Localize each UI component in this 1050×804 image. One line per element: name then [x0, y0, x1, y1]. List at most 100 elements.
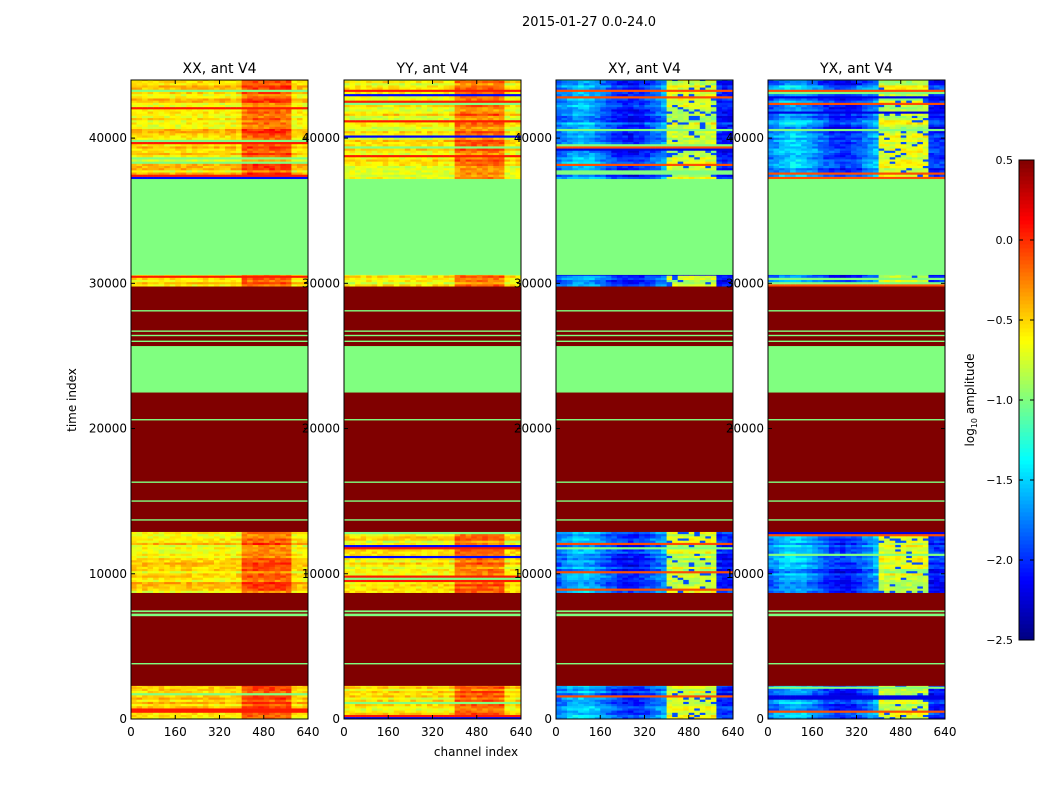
- heatmap-cell: [220, 81, 226, 83]
- heatmap-cell: [253, 94, 259, 96]
- heatmap-cell: [421, 580, 427, 582]
- heatmap-cell: [231, 712, 237, 714]
- heatmap-cell: [264, 98, 270, 100]
- heatmap-cell: [361, 580, 367, 582]
- heatmap-cell: [427, 278, 433, 280]
- heatmap-cell: [286, 556, 292, 558]
- heatmap-cell: [220, 560, 226, 562]
- heatmap-cell: [203, 96, 209, 98]
- heatmap-cell: [344, 547, 350, 549]
- heatmap-cell: [286, 702, 292, 704]
- heatmap-cell: [214, 103, 220, 105]
- heatmap-cell: [258, 118, 264, 120]
- heatmap-cell: [366, 697, 372, 699]
- heatmap-cell: [148, 116, 154, 118]
- heatmap-cell: [137, 166, 143, 168]
- heatmap-cell: [499, 564, 505, 566]
- heatmap-cell: [477, 704, 483, 706]
- heatmap-cell: [214, 83, 220, 85]
- heatmap-cell: [186, 540, 192, 542]
- heatmap-cell: [421, 545, 427, 547]
- heatmap-cell: [515, 553, 521, 555]
- heatmap-cell: [247, 280, 253, 282]
- heatmap-cell: [175, 543, 181, 545]
- heatmap-cell: [421, 584, 427, 586]
- heatmap-cell: [236, 695, 242, 697]
- heatmap-cell: [253, 695, 259, 697]
- heatmap-cell: [388, 712, 394, 714]
- heatmap-cell: [236, 113, 242, 115]
- heatmap-cell: [203, 170, 209, 172]
- heatmap-cell: [236, 96, 242, 98]
- heatmap-cell: [286, 540, 292, 542]
- heatmap-cell: [159, 116, 165, 118]
- heatmap-cell: [148, 715, 154, 717]
- heatmap-cell: [280, 96, 286, 98]
- heatmap-cell: [236, 549, 242, 551]
- heatmap-cell: [153, 556, 159, 558]
- heatmap-cell: [460, 697, 466, 699]
- heatmap-cell: [361, 582, 367, 584]
- heatmap-cell: [148, 98, 154, 100]
- heatmap-cell: [504, 532, 510, 534]
- heatmap-cell: [247, 547, 253, 549]
- heatmap-cell: [366, 558, 372, 560]
- heatmap-cell: [225, 571, 231, 573]
- heatmap-cell: [366, 562, 372, 564]
- heatmap-cell: [220, 545, 226, 547]
- heatmap-cell: [410, 693, 416, 695]
- heatmap-cell: [264, 569, 270, 571]
- heatmap-cell: [175, 553, 181, 555]
- heatmap-cell: [399, 710, 405, 712]
- heatmap-cell: [269, 161, 275, 163]
- heatmap-cell: [192, 695, 198, 697]
- heatmap-cell: [225, 715, 231, 717]
- heatmap-cell: [416, 686, 422, 688]
- heatmap-cell: [131, 135, 137, 137]
- heatmap-cell: [137, 532, 143, 534]
- heatmap-cell: [421, 573, 427, 575]
- heatmap-cell: [286, 689, 292, 691]
- heatmap-cell: [383, 590, 389, 592]
- heatmap-cell: [427, 170, 433, 172]
- heatmap-cell: [175, 92, 181, 94]
- heatmap-cell: [280, 588, 286, 590]
- heatmap-cell: [164, 92, 170, 94]
- heatmap-cell: [264, 172, 270, 174]
- heatmap-cell: [410, 691, 416, 693]
- heatmap-cell: [208, 144, 214, 146]
- heatmap-cell: [449, 689, 455, 691]
- heatmap-cell: [449, 172, 455, 174]
- heatmap-cell: [192, 549, 198, 551]
- heatmap-cell: [286, 564, 292, 566]
- heatmap-cell: [231, 83, 237, 85]
- heatmap-cell: [493, 536, 499, 538]
- heatmap-cell: [186, 558, 192, 560]
- heatmap-cell: [460, 551, 466, 553]
- heatmap-cell: [372, 174, 378, 176]
- heatmap-cell: [455, 588, 461, 590]
- heatmap-cell: [433, 710, 439, 712]
- heatmap-cell: [164, 702, 170, 704]
- heatmap-cell: [225, 699, 231, 701]
- heatmap-cell: [170, 553, 176, 555]
- heatmap-cell: [366, 590, 372, 592]
- heatmap-cell: [482, 567, 488, 569]
- heatmap-cell: [131, 107, 137, 109]
- heatmap-cell: [449, 177, 455, 179]
- heatmap-cell: [383, 562, 389, 564]
- heatmap-cell: [460, 280, 466, 282]
- heatmap-cell: [361, 543, 367, 545]
- heatmap-cell: [220, 107, 226, 109]
- heatmap-cell: [175, 569, 181, 571]
- heatmap-cell: [477, 691, 483, 693]
- heatmap-cell: [153, 131, 159, 133]
- heatmap-cell: [247, 168, 253, 170]
- heatmap-cell: [297, 172, 303, 174]
- heatmap-cell: [280, 133, 286, 135]
- heatmap-cell: [220, 105, 226, 107]
- heatmap-cell: [236, 553, 242, 555]
- heatmap-cell: [366, 278, 372, 280]
- heatmap-cell: [214, 712, 220, 714]
- heatmap-cell: [197, 549, 203, 551]
